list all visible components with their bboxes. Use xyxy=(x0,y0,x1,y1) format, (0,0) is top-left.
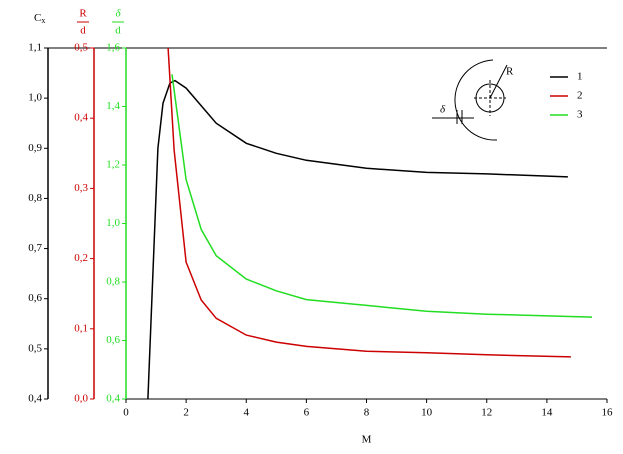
x-tick-label: 6 xyxy=(304,407,310,419)
data-line xyxy=(167,47,571,358)
data-line xyxy=(171,74,593,318)
y-tick-label: 0,4 xyxy=(106,393,120,405)
y-tick-label: 1,6 xyxy=(106,42,120,54)
annotation: δ xyxy=(440,104,446,116)
inset-diagram xyxy=(432,59,508,141)
y-axis-label: d xyxy=(80,25,86,37)
y-axis-label: R xyxy=(79,8,87,20)
x-tick-label: 10 xyxy=(421,407,433,419)
y-tick-label: 0,8 xyxy=(28,192,42,204)
x-tick-label: 14 xyxy=(541,407,553,419)
y-tick-label: 0,1 xyxy=(74,322,88,334)
y-tick-label: 0,6 xyxy=(106,334,120,346)
y-axis-label: Cx xyxy=(34,12,45,25)
y-tick-label: 0,4 xyxy=(74,112,88,124)
radius-line xyxy=(489,64,508,99)
y-tick-label: 0,7 xyxy=(28,242,42,254)
x-tick-label: 8 xyxy=(364,407,370,419)
legend-label: 1 xyxy=(577,71,583,83)
data-line xyxy=(147,79,568,400)
y-tick-label: 0,0 xyxy=(74,393,88,405)
annotation: R xyxy=(506,66,514,78)
legend-label: 3 xyxy=(577,109,583,121)
x-tick-label: 12 xyxy=(481,407,492,419)
y-tick-label: 0,5 xyxy=(28,342,42,354)
y-tick-label: 0,8 xyxy=(106,276,120,288)
y-tick-label: 0,2 xyxy=(74,252,88,264)
y-tick-label: 1,0 xyxy=(28,92,42,104)
legend-label: 2 xyxy=(577,90,583,102)
y-axis-label: d xyxy=(115,25,121,37)
x-tick-label: 2 xyxy=(183,407,189,419)
x-tick-label: 0 xyxy=(123,407,129,419)
y-tick-label: 1,1 xyxy=(28,42,42,54)
x-axis-label: M xyxy=(362,434,372,446)
x-tick-label: 16 xyxy=(602,407,614,419)
y-tick-label: 0,3 xyxy=(74,182,88,194)
y-tick-label: 1,2 xyxy=(106,159,120,171)
y-tick-label: 0,5 xyxy=(74,42,88,54)
y-tick-label: 1,4 xyxy=(106,100,120,112)
outer-arc xyxy=(454,59,498,141)
y-tick-label: 1,0 xyxy=(106,217,120,229)
y-tick-label: 0,6 xyxy=(28,292,42,304)
y-axis-label-sub: x xyxy=(41,16,45,25)
y-axis-label: δ xyxy=(115,8,121,20)
x-tick-label: 4 xyxy=(244,407,250,419)
y-axis-label-main: C xyxy=(34,12,41,24)
y-tick-label: 0,9 xyxy=(28,142,42,154)
y-tick-label: 0,4 xyxy=(28,393,42,405)
